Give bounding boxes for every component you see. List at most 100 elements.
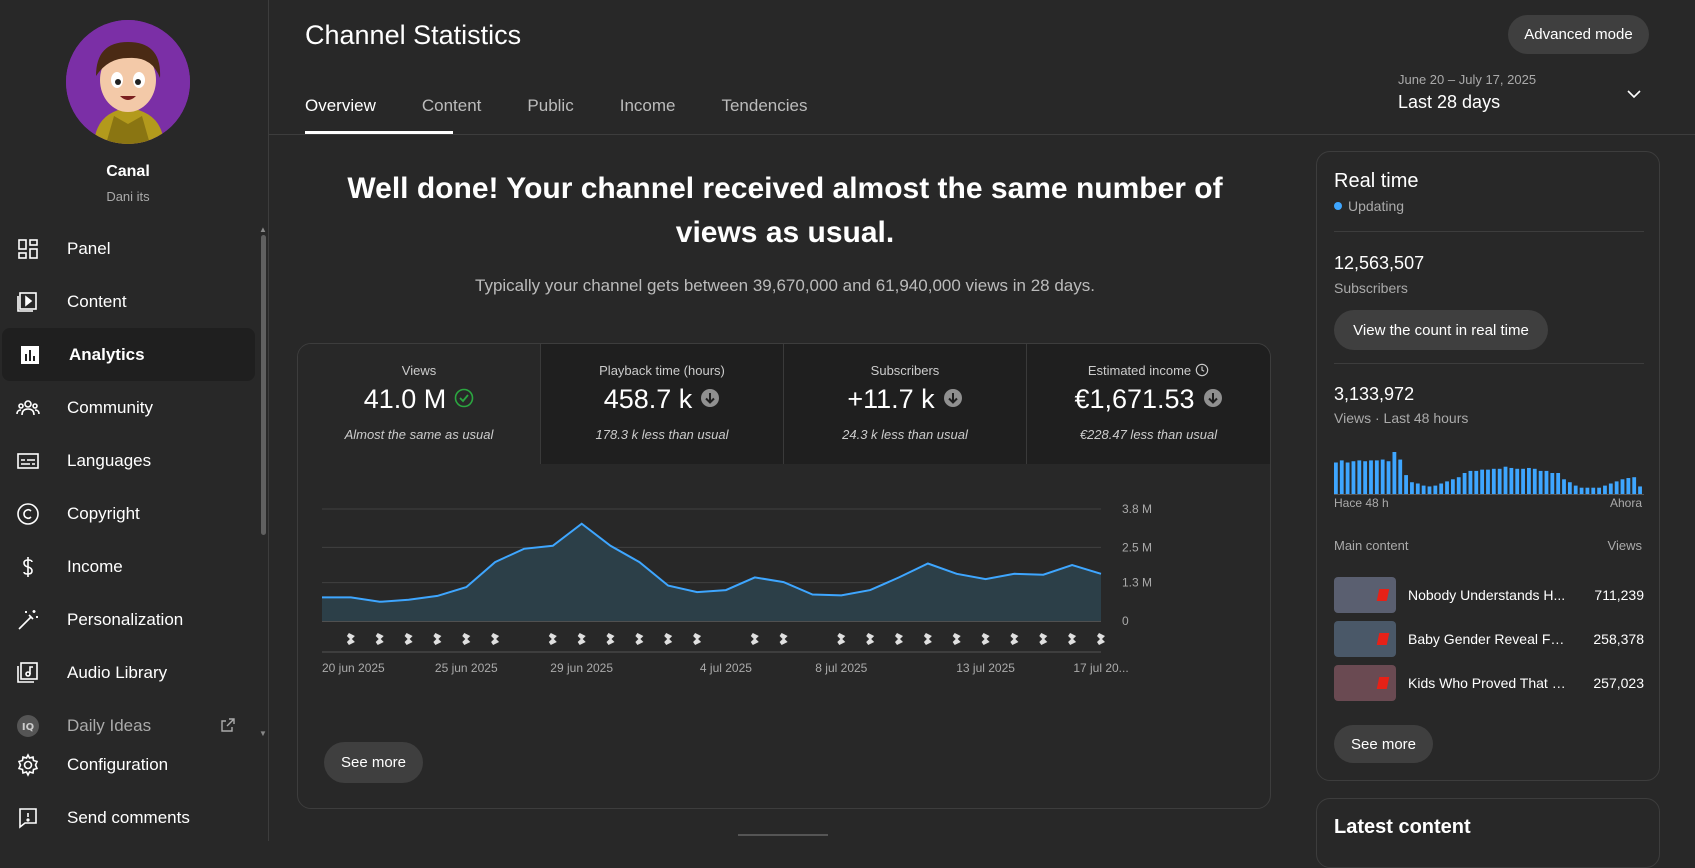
mini-bar (1380, 459, 1385, 494)
sidebar-scrollbar[interactable] (261, 235, 266, 535)
sidebar-item-copyright[interactable]: Copyright (0, 487, 262, 540)
content-icon (16, 290, 40, 314)
video-thumbnail[interactable] (1334, 577, 1396, 613)
content-title[interactable]: Baby Gender Reveal Fai... (1408, 631, 1566, 647)
x-tick-label: 17 jul 20... (1073, 661, 1128, 675)
tab-overview[interactable]: Overview (305, 90, 453, 134)
mini-bar (1608, 483, 1613, 494)
mini-bar (1497, 468, 1502, 494)
advanced-mode-button[interactable]: Advanced mode (1508, 15, 1649, 54)
shorts-icon (1068, 633, 1077, 645)
mini-bar (1603, 485, 1607, 494)
sidebar-item-languages[interactable]: Languages (0, 434, 262, 487)
sidebar-item-configuration[interactable]: Configuration (0, 738, 262, 791)
upload-marker (375, 633, 384, 645)
view-realtime-count-button[interactable]: View the count in real time (1334, 310, 1548, 350)
upload-marker (895, 633, 903, 645)
sidebar-item-income[interactable]: Income (0, 540, 262, 593)
metric-estimated-income[interactable]: Estimated income €1,671.53 €228.47 less … (1027, 344, 1270, 464)
divider (1334, 231, 1644, 232)
shorts-icon (837, 633, 846, 645)
metric-label: Playback time (hours) (599, 363, 725, 378)
metric-value-wrap: 458.7 k (541, 384, 783, 415)
tab-content[interactable]: Content (421, 96, 482, 115)
date-range-selector[interactable]: Last 28 days (1398, 92, 1501, 112)
content-row[interactable]: Nobody Understands H... 711,239 (1334, 577, 1644, 613)
shorts-icon (981, 633, 990, 645)
sidebar-item-content[interactable]: Content (0, 275, 262, 328)
metric-subscribers[interactable]: Subscribers +11.7 k 24.3 k less than usu… (784, 344, 1027, 464)
scroll-indicator (738, 834, 828, 836)
tab-bar: Overview Content Public Income Tendencie… (305, 90, 853, 134)
sidebar-item-personalization[interactable]: Personalization (0, 593, 262, 646)
metric-tabs: Views 41.0 M Almost the same as usual Pl… (298, 344, 1270, 464)
shorts-icon (664, 633, 673, 645)
channel-name: Canal (106, 163, 150, 180)
metric-views[interactable]: Views 41.0 M Almost the same as usual (298, 344, 541, 464)
realtime-status-text: Updating (1348, 198, 1405, 214)
tab-public[interactable]: Public (527, 96, 574, 115)
views-48h-bar-chart[interactable] (1334, 440, 1644, 500)
see-more-realtime-button[interactable]: See more (1334, 725, 1433, 763)
sidebar-item-send-comments[interactable]: Send comments (0, 791, 262, 841)
analytics-icon (18, 343, 42, 367)
mini-bar (1427, 486, 1432, 494)
mini-bar (1456, 477, 1461, 494)
views-chart[interactable]: 0 1.3 M 2.5 M 3.8 M 20 jun 2025 25 jun 2025 29… (298, 464, 1271, 704)
upload-marker (952, 633, 961, 645)
video-thumbnail[interactable] (1334, 665, 1396, 701)
metric-note: €228.47 less than usual (1079, 427, 1218, 442)
mini-bar (1474, 470, 1479, 494)
scroll-down-arrow[interactable]: ▼ (259, 729, 267, 738)
upload-marker (462, 633, 471, 645)
sidebar-item-label: Income (67, 556, 123, 576)
channel-avatar[interactable] (66, 20, 190, 144)
content-row[interactable]: Kids Who Proved That I... 257,023 (1334, 665, 1644, 701)
x-tick-label: 4 jul 2025 (700, 661, 752, 675)
mini-bar (1468, 470, 1473, 494)
video-thumbnail[interactable] (1334, 621, 1396, 657)
chevron-down-icon[interactable] (1624, 84, 1644, 104)
metric-playback-time[interactable]: Playback time (hours) 458.7 k 178.3 k le… (541, 344, 784, 464)
shorts-icon (346, 633, 355, 645)
live-dot-icon (1334, 202, 1342, 210)
mini-bar (1392, 452, 1397, 494)
date-range-text[interactable]: June 20 – July 17, 2025 (1398, 72, 1537, 87)
page-title: Channel Statistics (305, 20, 522, 50)
arrow-down-circle-icon (700, 384, 720, 415)
sidebar-item-daily-ideas[interactable]: IQ Daily Ideas (0, 699, 262, 752)
sidebar-item-community[interactable]: Community (0, 381, 262, 434)
sidebar-item-audio-library[interactable]: Audio Library (0, 646, 262, 699)
x-tick-label: 20 jun 2025 (322, 661, 385, 675)
mini-bar (1450, 479, 1455, 494)
tab-income[interactable]: Income (619, 96, 676, 115)
sidebar-item-panel[interactable]: Panel (0, 222, 262, 275)
clock-icon[interactable] (1195, 363, 1209, 377)
content-views: 258,378 (1593, 631, 1644, 647)
views-column-label: Views (1607, 538, 1642, 553)
shorts-icon (1039, 633, 1048, 645)
tab-tendencies[interactable]: Tendencies (721, 96, 808, 115)
upload-marker (635, 633, 644, 645)
mini-bar (1573, 485, 1578, 494)
mini-bar (1486, 469, 1490, 494)
summary-headline: Well done! Your channel received almost … (347, 172, 1223, 249)
sidebar-item-analytics[interactable]: Analytics (2, 328, 255, 381)
content-title[interactable]: Kids Who Proved That I... (1408, 675, 1566, 691)
content-row[interactable]: Baby Gender Reveal Fai... 258,378 (1334, 621, 1644, 657)
audio-library-icon (16, 661, 40, 685)
y-tick-label: 0 (1122, 614, 1129, 628)
content-title[interactable]: Nobody Understands H... (1408, 587, 1566, 603)
mini-chart-end-label: Ahora (1609, 496, 1642, 510)
scroll-up-arrow[interactable]: ▲ (259, 225, 267, 234)
external-link-icon (220, 717, 236, 733)
upload-marker (1097, 633, 1105, 645)
dashboard-icon (16, 237, 40, 261)
see-more-button[interactable]: See more (324, 742, 423, 783)
mini-bar (1597, 487, 1602, 494)
shorts-icon (895, 633, 903, 645)
sidebar-item-label: Audio Library (67, 662, 168, 682)
upload-marker (1068, 633, 1077, 645)
content-views: 711,239 (1594, 587, 1644, 603)
realtime-status: Updating (1334, 198, 1404, 214)
